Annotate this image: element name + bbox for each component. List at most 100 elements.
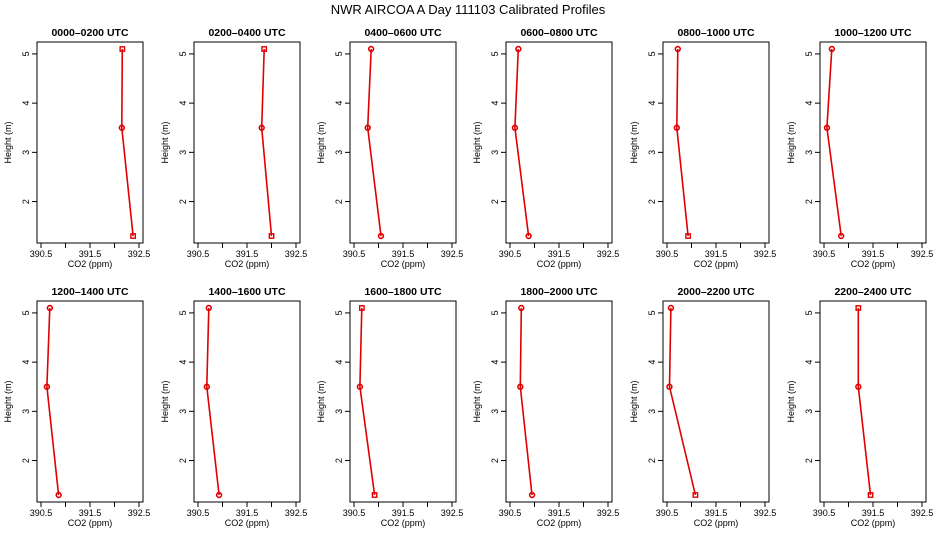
y-axis-label: Height (m) <box>3 121 13 163</box>
profile-panel: 1000–1200 UTC 390.5 391.5 392.5 2 3 4 5 CO2 (ppm… <box>786 27 933 269</box>
data-point <box>203 383 211 390</box>
y-tick-label: 4 <box>21 360 31 365</box>
y-tick-label: 3 <box>178 409 188 414</box>
y-tick-label: 2 <box>178 458 188 463</box>
data-point <box>855 383 862 390</box>
plot-frame <box>819 300 927 503</box>
data-point <box>377 232 385 240</box>
x-tick-label: 392.5 <box>597 508 620 518</box>
y-tick-label: 3 <box>804 150 814 155</box>
y-tick-label: 2 <box>804 458 814 463</box>
x-tick-label: 390.5 <box>813 508 836 518</box>
x-tick-label: 392.5 <box>285 508 308 518</box>
y-tick-label: 2 <box>647 199 657 204</box>
x-axis-label: CO2 (ppm) <box>381 518 426 528</box>
x-tick-label: 392.5 <box>441 249 464 259</box>
x-tick-label: 390.5 <box>343 249 366 259</box>
x-axis-label: CO2 (ppm) <box>694 259 739 269</box>
data-point <box>46 304 54 312</box>
x-tick-label: 390.5 <box>343 508 366 518</box>
data-point <box>685 233 691 239</box>
x-tick-label: 391.5 <box>392 249 415 259</box>
data-point <box>828 45 836 53</box>
data-point <box>371 492 378 498</box>
profile-line <box>205 307 220 496</box>
panel-title: 0000–0200 UTC <box>51 27 128 39</box>
profile-line <box>366 48 382 237</box>
y-tick-label: 4 <box>490 360 500 365</box>
data-point <box>515 45 522 53</box>
y-axis-label: Height (m) <box>629 121 639 163</box>
profile-line <box>857 308 872 496</box>
data-point <box>215 491 223 499</box>
data-point <box>119 46 126 52</box>
panel-title: 2000–2200 UTC <box>677 286 754 298</box>
x-axis-label: CO2 (ppm) <box>694 518 739 528</box>
profile-panel: 1200–1400 UTC 390.5 391.5 392.5 2 3 4 5 CO2 (ppm… <box>3 286 150 528</box>
data-point <box>823 124 831 131</box>
y-tick-label: 2 <box>21 458 31 463</box>
data-point <box>855 305 862 311</box>
x-axis-label: CO2 (ppm) <box>851 518 896 528</box>
profile-line <box>260 48 273 237</box>
plot-frame <box>193 300 301 503</box>
y-axis-label: Height (m) <box>629 380 639 422</box>
x-tick-label: 392.5 <box>911 508 934 518</box>
data-point <box>118 124 126 131</box>
y-tick-label: 4 <box>647 101 657 106</box>
profile-panel: 0200–0400 UTC 390.5 391.5 392.5 2 3 4 5 CO2 (ppm… <box>160 27 307 269</box>
data-point <box>667 304 675 312</box>
y-tick-label: 5 <box>804 51 814 56</box>
y-tick-label: 5 <box>178 51 188 56</box>
y-tick-label: 4 <box>178 360 188 365</box>
profile-panel: 0600–0800 UTC 390.5 391.5 392.5 2 3 4 5 CO2 (ppm… <box>472 27 619 269</box>
x-tick-label: 391.5 <box>236 249 259 259</box>
y-axis-label: Height (m) <box>472 121 482 163</box>
x-tick-label: 391.5 <box>548 508 571 518</box>
x-axis-label: CO2 (ppm) <box>68 259 113 269</box>
y-tick-label: 4 <box>804 101 814 106</box>
data-point <box>358 305 365 311</box>
panel-title: 0400–0600 UTC <box>364 27 441 39</box>
x-axis-label: CO2 (ppm) <box>225 518 270 528</box>
x-tick-label: 391.5 <box>392 508 415 518</box>
y-axis-label: Height (m) <box>160 121 170 163</box>
x-axis-label: CO2 (ppm) <box>381 259 426 269</box>
plot-frame <box>36 300 144 503</box>
panels-grid: 0000–0200 UTC 390.5 391.5 392.5 2 3 4 5 CO2 (ppm… <box>3 27 933 528</box>
x-tick-label: 391.5 <box>705 249 728 259</box>
panel-title: 0600–0800 UTC <box>520 27 597 39</box>
data-point <box>517 383 524 390</box>
y-tick-label: 5 <box>490 310 500 315</box>
x-tick-label: 391.5 <box>79 508 102 518</box>
profile-line <box>668 307 697 496</box>
y-tick-label: 3 <box>21 409 31 414</box>
x-tick-label: 390.5 <box>30 508 53 518</box>
profile-line <box>519 307 533 496</box>
plot-frame <box>819 41 927 244</box>
x-tick-label: 392.5 <box>597 249 620 259</box>
panel-title: 1200–1400 UTC <box>51 286 128 298</box>
y-tick-label: 4 <box>647 360 657 365</box>
panel-title: 1400–1600 UTC <box>208 286 285 298</box>
data-point <box>43 383 51 390</box>
profile-panel: 1800–2000 UTC 390.5 391.5 392.5 2 3 4 5 CO2 (ppm… <box>472 286 619 528</box>
data-point <box>867 492 874 498</box>
data-point <box>205 304 212 312</box>
y-axis-label: Height (m) <box>160 380 170 422</box>
x-tick-label: 392.5 <box>754 249 777 259</box>
x-tick-label: 391.5 <box>705 508 728 518</box>
x-tick-label: 391.5 <box>79 249 102 259</box>
y-axis-label: Height (m) <box>472 380 482 422</box>
y-tick-label: 4 <box>178 101 188 106</box>
y-tick-label: 2 <box>804 199 814 204</box>
y-tick-label: 2 <box>334 458 344 463</box>
panel-title: 0800–1000 UTC <box>677 27 754 39</box>
data-point <box>55 491 62 499</box>
plot-frame <box>349 300 457 503</box>
y-tick-label: 4 <box>804 360 814 365</box>
y-tick-label: 5 <box>647 51 657 56</box>
y-axis-label: Height (m) <box>786 380 796 422</box>
plot-frame <box>349 41 457 244</box>
profile-panel: 0400–0600 UTC 390.5 391.5 392.5 2 3 4 5 CO2 (ppm… <box>316 27 463 269</box>
